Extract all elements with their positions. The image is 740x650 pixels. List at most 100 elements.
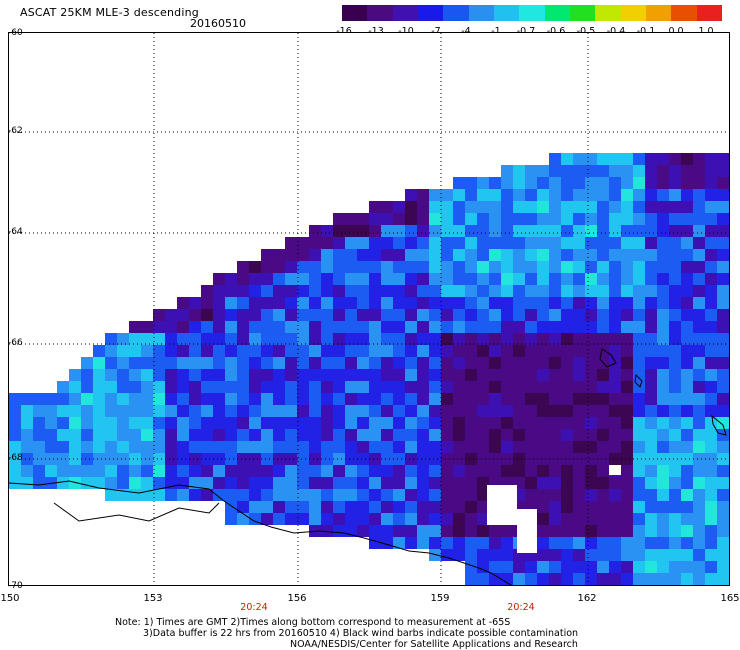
wind-cell — [309, 477, 321, 489]
wind-cell — [537, 189, 549, 201]
wind-cell — [357, 237, 369, 249]
wind-cell — [621, 237, 633, 249]
wind-cell — [681, 573, 693, 585]
wind-cell — [705, 273, 717, 285]
wind-cell — [273, 465, 285, 477]
wind-cell — [489, 309, 501, 321]
wind-cell — [729, 525, 730, 537]
wind-cell — [21, 453, 33, 465]
wind-cell — [525, 237, 537, 249]
wind-cell — [345, 441, 357, 453]
wind-cell — [633, 465, 645, 477]
wind-cell — [657, 501, 669, 513]
wind-cell — [717, 189, 729, 201]
wind-cell — [285, 417, 297, 429]
wind-cell — [393, 393, 405, 405]
wind-cell — [657, 165, 669, 177]
wind-cell — [465, 225, 477, 237]
wind-cell — [21, 405, 33, 417]
wind-cell — [729, 561, 730, 573]
wind-cell — [729, 405, 730, 417]
wind-cell — [597, 369, 609, 381]
wind-cell — [717, 249, 729, 261]
wind-cell — [345, 465, 357, 477]
wind-cell — [357, 297, 369, 309]
wind-cell — [309, 489, 321, 501]
wind-cell — [273, 513, 285, 525]
wind-cell — [573, 417, 585, 429]
wind-cell — [705, 333, 717, 345]
wind-cell — [489, 573, 501, 585]
wind-cell — [585, 489, 597, 501]
wind-cell — [549, 465, 561, 477]
wind-cell — [381, 357, 393, 369]
wind-cell — [381, 273, 393, 285]
wind-cell — [549, 369, 561, 381]
wind-cell — [333, 405, 345, 417]
wind-cell — [609, 513, 621, 525]
wind-cell — [621, 405, 633, 417]
wind-cell — [585, 153, 597, 165]
wind-cell — [261, 465, 273, 477]
wind-cell — [501, 165, 513, 177]
wind-cell — [465, 297, 477, 309]
wind-cell — [297, 333, 309, 345]
wind-cell — [321, 405, 333, 417]
wind-cell — [597, 333, 609, 345]
wind-cell — [729, 177, 730, 189]
wind-cell — [81, 369, 93, 381]
wind-cell — [225, 321, 237, 333]
wind-cell — [225, 453, 237, 465]
wind-cell — [237, 501, 249, 513]
wind-cell — [225, 333, 237, 345]
wind-cell — [645, 573, 657, 585]
wind-cell — [417, 225, 429, 237]
wind-cell — [357, 225, 369, 237]
wind-cell — [9, 441, 21, 453]
wind-cell — [693, 249, 705, 261]
wind-cell — [285, 441, 297, 453]
wind-cell — [393, 345, 405, 357]
wind-cell — [525, 357, 537, 369]
wind-cell — [549, 225, 561, 237]
wind-cell — [465, 549, 477, 561]
wind-cell — [645, 249, 657, 261]
wind-cell — [681, 381, 693, 393]
wind-cell — [441, 429, 453, 441]
wind-cell — [465, 393, 477, 405]
wind-cell — [393, 381, 405, 393]
wind-cell — [561, 465, 573, 477]
wind-cell — [141, 357, 153, 369]
wind-cell — [621, 153, 633, 165]
wind-cell — [561, 369, 573, 381]
wind-cell — [333, 273, 345, 285]
wind-cell — [657, 309, 669, 321]
wind-cell — [393, 513, 405, 525]
wind-cell — [477, 513, 489, 525]
wind-cell — [669, 153, 681, 165]
wind-cell — [189, 477, 201, 489]
wind-cell — [261, 273, 273, 285]
wind-cell — [333, 261, 345, 273]
wind-cell — [477, 297, 489, 309]
wind-cell — [165, 321, 177, 333]
wind-cell — [297, 465, 309, 477]
wind-cell — [537, 225, 549, 237]
wind-cell — [417, 321, 429, 333]
wind-cell — [405, 273, 417, 285]
wind-cell — [597, 513, 609, 525]
wind-cell — [513, 405, 525, 417]
wind-cell — [681, 429, 693, 441]
wind-cell — [693, 381, 705, 393]
wind-cell — [321, 285, 333, 297]
wind-cell — [645, 177, 657, 189]
wind-cell — [9, 465, 21, 477]
wind-cell — [609, 405, 621, 417]
wind-cell — [573, 237, 585, 249]
wind-cell — [309, 369, 321, 381]
wind-cell — [549, 489, 561, 501]
wind-cell — [465, 321, 477, 333]
wind-cell — [321, 429, 333, 441]
wind-cell — [213, 321, 225, 333]
wind-cell — [693, 525, 705, 537]
